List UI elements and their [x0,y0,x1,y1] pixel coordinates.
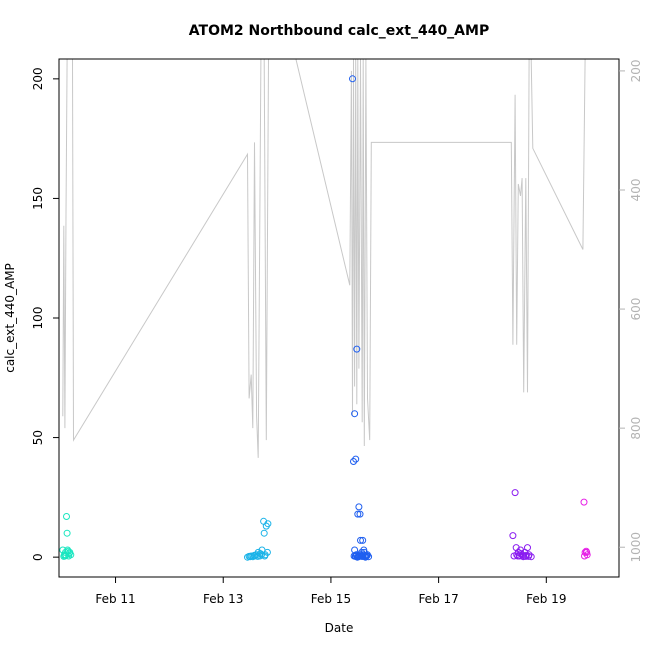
data-point [246,553,254,561]
data-point [352,455,360,463]
x-tick-label: Feb 17 [418,592,458,606]
y-tick-label: 100 [31,307,45,330]
data-points-layer [59,75,591,561]
data-point [65,550,73,558]
data-point [260,529,268,537]
data-point [63,513,70,520]
x-axis-label: Date [325,621,354,635]
series-feb-18 [509,489,535,561]
secondary-trace-line [62,59,589,458]
y-tick-label: 50 [31,430,45,445]
series-feb-15 [349,75,373,561]
right-y-tick-label: 1000 [629,532,643,563]
data-point [524,544,531,552]
data-point [258,551,265,559]
x-tick-label: Feb 19 [526,592,566,606]
axes-layer: Feb 11 Feb 13 Feb 15 Feb 17 Feb 19 0 50 100 150 2… [31,59,643,606]
data-point [354,510,362,518]
x-tick-label: Feb 11 [95,592,135,606]
data-point [353,345,361,353]
data-point [350,458,357,465]
data-point [264,520,272,528]
data-point [580,498,588,506]
data-point [356,510,364,518]
data-point [355,553,363,561]
data-point [349,75,356,83]
series-feb-13 [244,517,272,561]
data-point [357,536,364,544]
data-point [525,552,532,560]
data-point [519,553,527,561]
series-feb-10 [59,513,75,560]
data-point [583,548,591,556]
data-point [509,532,517,540]
right-y-tick-label: 800 [629,417,643,440]
y-axis-label: calc_ext_440_AMP [3,263,17,373]
data-point [63,529,71,537]
secondary-trace-layer [62,59,589,458]
data-point [359,536,367,544]
series-feb-19 [580,498,591,560]
data-point [251,552,258,560]
data-point [256,550,264,558]
x-tick-label: Feb 13 [203,592,243,606]
data-point [359,552,367,560]
right-y-tick-label: 400 [629,179,643,202]
data-point [527,553,535,561]
data-point [511,489,519,497]
y-tick-label: 200 [31,67,45,90]
data-point [581,552,588,560]
data-point [351,410,359,418]
right-y-tick-label: 600 [629,298,643,321]
y-tick-label: 0 [31,553,45,561]
data-point [355,503,363,511]
data-point [510,552,518,560]
x-tick-label: Feb 15 [311,592,351,606]
chart-title: ATOM2 Northbound calc_ext_440_AMP [189,23,489,39]
right-y-tick-label: 200 [629,59,643,82]
y-tick-label: 150 [31,187,45,210]
data-point [512,544,520,552]
